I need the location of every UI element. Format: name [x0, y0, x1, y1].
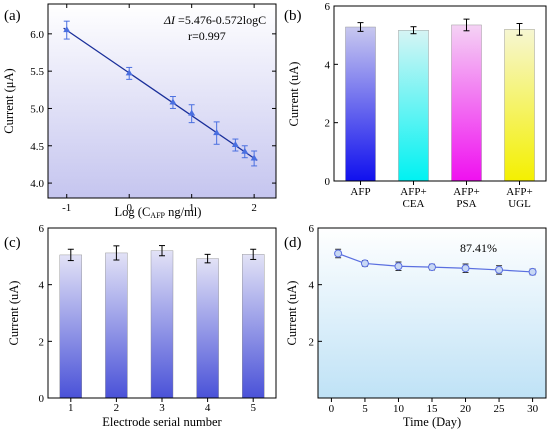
panel-b-x-tick-label-2-1: PSA — [456, 198, 476, 210]
panel-b-bar-1 — [398, 30, 429, 182]
panel-c: 1 2 3 4 5 0 2 4 6 (c) Current (uA) Electrode ser… — [4, 223, 277, 429]
panel-a-y-tick-label-2: 5.0 — [30, 103, 44, 115]
panel-d: 0 5 10 15 20 25 30 2 4 6 (d) Current (uA) Time (D… — [284, 223, 547, 429]
panel-c-x-tick-label-1-0: 2 — [114, 402, 120, 414]
panel-a-x-axis-subscript: AFP — [150, 211, 165, 220]
panel-b-bar-0 — [345, 26, 376, 182]
panel-d-y-tick-label-0: 2 — [309, 336, 315, 348]
panel-c-x-axis-label: Electrode serial number — [102, 415, 222, 429]
panel-b-x-tick-label-1-1: CEA — [403, 198, 425, 210]
panel-c-y-tick-label-1: 2 — [39, 336, 45, 348]
panel-b-y-tick-label-3: 6 — [325, 1, 331, 13]
panel-a-background — [48, 4, 276, 198]
panel-a-equation: ΔI =5.476-0.572logC — [163, 13, 266, 27]
panel-d-point-3 — [428, 263, 436, 272]
panel-c-label: (c) — [4, 235, 21, 251]
panel-a-y-tick-label-1: 4.5 — [30, 141, 44, 153]
panel-a-point-2 — [169, 98, 177, 105]
panel-a-point-0 — [63, 26, 71, 33]
panel-a-y-tick-label-4: 6.0 — [30, 29, 44, 41]
panel-a-r-value: r=0.997 — [188, 29, 226, 43]
panel-b-y-axis-label: Current (uA) — [287, 62, 301, 127]
panel-c-bar-1 — [105, 252, 128, 399]
panel-b-frame — [333, 5, 547, 182]
panel-a-y-tick-label-3: 5.5 — [30, 66, 44, 78]
panel-d-x-axis-label: Time (Day) — [403, 415, 461, 429]
panel-d-point-4 — [461, 264, 470, 273]
panel-d-point-0 — [334, 249, 343, 258]
panel-a: -1 0 1 2 4.0 4.5 5.0 5.5 6.0 (a) Current (μA) Lo… — [2, 3, 277, 220]
panel-a-y-axis-label: Current (μA) — [2, 68, 16, 133]
panel-d-point-6 — [528, 267, 537, 276]
panel-c-x-tick-label-4-0: 5 — [250, 402, 256, 414]
panel-d-x-tick-label-2: 10 — [393, 403, 405, 415]
panel-a-point-7 — [250, 154, 258, 161]
panel-a-label: (a) — [4, 8, 21, 24]
panel-c-x-tick-label-3-0: 4 — [205, 402, 211, 414]
panel-a-x-tick-label-2: 1 — [189, 202, 195, 214]
panel-c-bar-2 — [150, 250, 174, 399]
panel-c-y-tick-label-2: 4 — [39, 280, 45, 292]
panel-c-bar-0 — [59, 254, 82, 399]
panel-a-point-5 — [231, 141, 239, 148]
panel-a-x-axis-label: Log (CAFP ng/ml) — [115, 205, 202, 220]
panel-b-x-tick-label-2-0: AFP+ — [453, 186, 479, 198]
panel-a-fit-line — [63, 27, 258, 161]
panel-b-x-tick-label-3-0: AFP+ — [506, 186, 532, 198]
panel-a-point-4 — [213, 129, 221, 136]
panel-a-y-tick-label-0: 4.0 — [30, 178, 44, 190]
panel-d-background — [318, 228, 546, 398]
panel-c-y-axis-label: Current (uA) — [7, 281, 21, 346]
panel-d-x-tick-label-3: 15 — [427, 403, 439, 415]
panel-c-bar-3 — [196, 258, 219, 399]
panel-d-x-tick-label-4: 20 — [460, 403, 472, 415]
panel-b-y-tick-label-1: 2 — [325, 118, 331, 130]
panel-d-label: (d) — [284, 235, 302, 251]
panel-a-x-tick-label-0: -1 — [62, 202, 71, 214]
panel-b-bar-3 — [504, 29, 535, 182]
panel-d-point-5 — [495, 265, 504, 274]
panel-a-point-6 — [241, 147, 249, 154]
panel-c-x-tick-label-2-0: 3 — [159, 402, 165, 414]
panel-c-bar-4 — [241, 254, 265, 399]
panel-a-x-tick-label-1: 0 — [126, 202, 132, 214]
panel-d-y-tick-label-2: 6 — [309, 223, 315, 235]
panel-b-bar-2 — [451, 24, 482, 182]
panel-d-point-1 — [360, 259, 369, 268]
panel-b-x-tick-label-1-0: AFP+ — [400, 186, 426, 198]
panel-c-y-tick-label-3: 6 — [39, 223, 45, 235]
panel-b-y-tick-label-0: 0 — [325, 176, 331, 188]
panel-d-x-tick-label-5: 25 — [494, 403, 506, 415]
panel-b-x-tick-label-0-0: AFP — [350, 186, 370, 198]
panel-a-frame — [47, 3, 277, 199]
panel-d-x-tick-label-0: 0 — [329, 403, 335, 415]
panel-c-y-tick-label-0: 0 — [39, 393, 45, 405]
panel-a-x-tick-label-3: 2 — [251, 202, 257, 214]
panel-d-y-axis-label: Current (uA) — [285, 281, 299, 346]
panel-d-annotation: 87.41% — [460, 241, 497, 255]
panel-d-x-tick-label-1: 5 — [362, 403, 368, 415]
panel-d-point-2 — [394, 262, 403, 271]
panel-a-point-3 — [188, 109, 196, 116]
panel-c-x-tick-label-0-0: 1 — [68, 402, 74, 414]
panel-a-point-1 — [125, 69, 133, 76]
panel-d-x-tick-label-6: 30 — [527, 403, 539, 415]
panel-b-y-tick-label-2: 4 — [325, 59, 331, 71]
panel-b-x-tick-label-3-1: UGL — [508, 198, 531, 210]
panel-d-y-tick-label-1: 4 — [309, 280, 315, 292]
panel-b-label: (b) — [284, 8, 302, 24]
